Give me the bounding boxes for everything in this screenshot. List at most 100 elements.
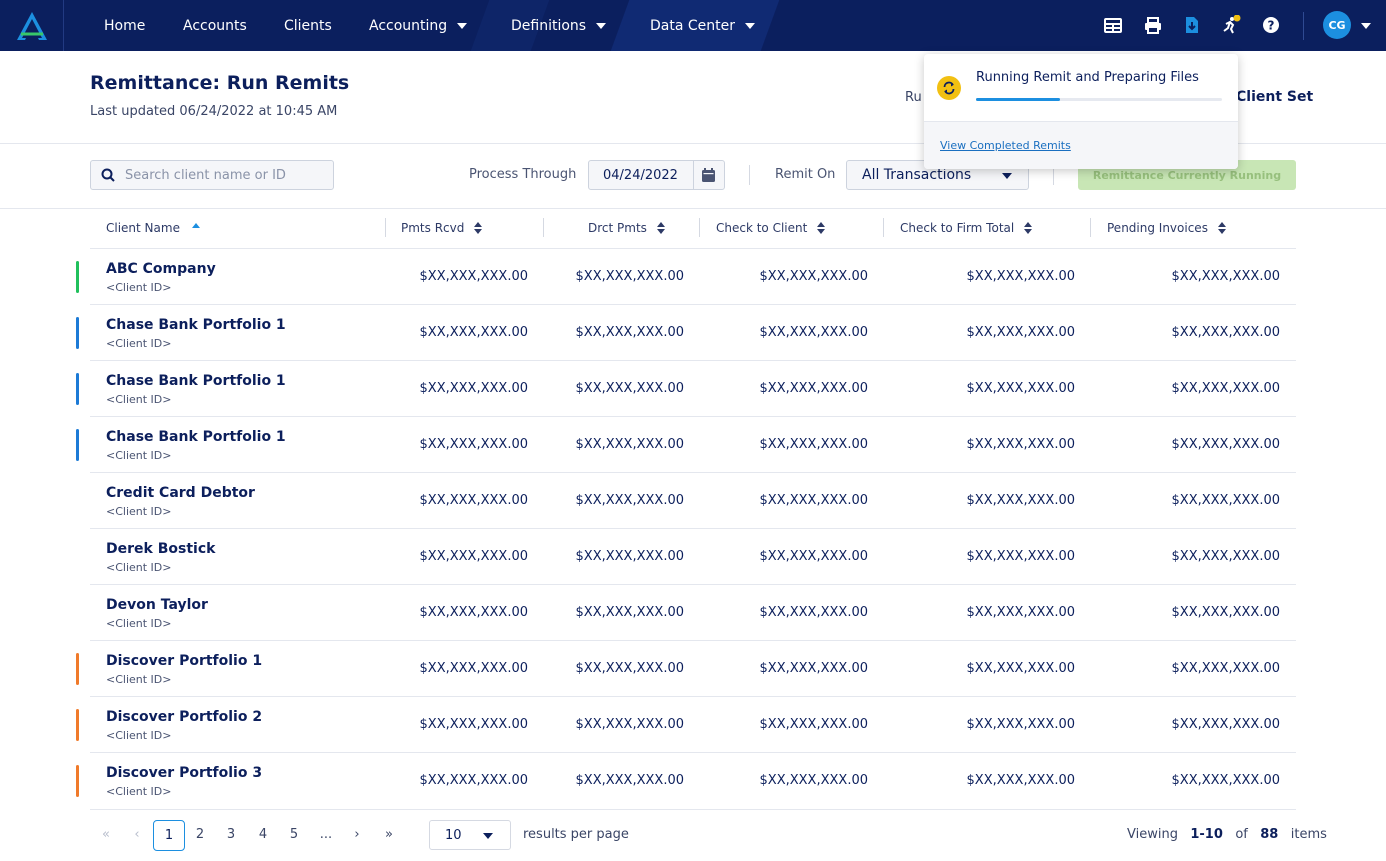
amount-cell: $XX,XXX,XXX.00 <box>1171 661 1280 676</box>
nav-separator <box>1303 12 1304 40</box>
app-logo[interactable] <box>0 0 64 51</box>
amount-cell: $XX,XXX,XXX.00 <box>966 717 1075 732</box>
table-row[interactable]: Discover Portfolio 2 <Client ID> $XX,XXX,X… <box>76 696 1296 752</box>
amount-cell: $XX,XXX,XXX.00 <box>419 661 528 676</box>
client-id: <Client ID> <box>106 617 172 630</box>
column-header-check-to-client[interactable]: Check to Client <box>716 221 826 235</box>
client-name[interactable]: Devon Taylor <box>106 597 208 613</box>
client-name[interactable]: Credit Card Debtor <box>106 485 255 501</box>
amount-cell: $XX,XXX,XXX.00 <box>759 269 868 284</box>
calendar-icon[interactable] <box>692 161 724 189</box>
nav-accounts[interactable]: Accounts <box>183 0 247 51</box>
amount-cell: $XX,XXX,XXX.00 <box>966 605 1075 620</box>
column-separator <box>543 218 544 237</box>
page-button-current[interactable]: 1 <box>153 820 185 851</box>
client-name[interactable]: Chase Bank Portfolio 1 <box>106 317 286 333</box>
table-row[interactable]: Chase Bank Portfolio 1 <Client ID> $XX,XXX… <box>76 416 1296 472</box>
page-ellipsis: ... <box>319 827 333 842</box>
table-row[interactable]: ABC Company <Client ID> $XX,XXX,XXX.00 $XX,… <box>76 248 1296 304</box>
view-completed-remits-link[interactable]: View Completed Remits <box>940 139 1071 152</box>
sort-icon <box>817 222 826 234</box>
amount-cell: $XX,XXX,XXX.00 <box>759 605 868 620</box>
amount-cell: $XX,XXX,XXX.00 <box>419 493 528 508</box>
amount-cell: $XX,XXX,XXX.00 <box>419 717 528 732</box>
amount-cell: $XX,XXX,XXX.00 <box>1171 437 1280 452</box>
nav-home[interactable]: Home <box>104 0 145 51</box>
search-input[interactable] <box>125 167 315 183</box>
row-status-indicator <box>76 317 79 349</box>
nav-home-label: Home <box>104 17 146 34</box>
process-through-value[interactable]: 04/24/2022 <box>603 167 678 183</box>
page-button[interactable]: 2 <box>195 827 205 842</box>
viewing-range: 1-10 <box>1190 827 1223 842</box>
client-id: <Client ID> <box>106 393 172 406</box>
column-header-pmts-rcvd[interactable]: Pmts Rcvd <box>401 221 483 235</box>
row-status-indicator <box>76 261 79 293</box>
amount-cell: $XX,XXX,XXX.00 <box>575 717 684 732</box>
amount-cell: $XX,XXX,XXX.00 <box>759 493 868 508</box>
client-name[interactable]: Derek Bostick <box>106 541 216 557</box>
per-page-select[interactable]: 10 <box>429 820 511 850</box>
page-button[interactable]: 3 <box>226 827 236 842</box>
table-row[interactable]: Devon Taylor <Client ID> $XX,XXX,XXX.00 $XX… <box>90 584 1296 640</box>
per-page-label: results per page <box>523 827 629 842</box>
table-row[interactable]: Discover Portfolio 1 <Client ID> $XX,XXX,X… <box>76 640 1296 696</box>
last-page-button[interactable]: » <box>385 827 393 842</box>
amount-cell: $XX,XXX,XXX.00 <box>1171 325 1280 340</box>
table-row[interactable]: Discover Portfolio 3 <Client ID> $XX,XXX,X… <box>76 752 1296 808</box>
search-field[interactable] <box>90 160 334 190</box>
client-id: <Client ID> <box>106 673 172 686</box>
column-header-client-name[interactable]: Client Name <box>106 221 200 235</box>
page-button[interactable]: 5 <box>289 827 299 842</box>
client-set-link[interactable]: Client Set <box>1236 89 1314 105</box>
process-through-date-picker[interactable]: 04/24/2022 <box>588 160 725 190</box>
amount-cell: $XX,XXX,XXX.00 <box>759 549 868 564</box>
client-name[interactable]: Chase Bank Portfolio 1 <box>106 373 286 389</box>
column-header-pending-invoices[interactable]: Pending Invoices <box>1107 221 1226 235</box>
nav-data-center[interactable]: Data Center <box>650 0 755 51</box>
nav-accounting-label: Accounting <box>369 17 448 34</box>
first-page-button[interactable]: « <box>102 827 110 842</box>
amount-cell: $XX,XXX,XXX.00 <box>419 381 528 396</box>
file-download-icon[interactable] <box>1181 14 1203 36</box>
amount-cell: $XX,XXX,XXX.00 <box>966 325 1075 340</box>
amount-cell: $XX,XXX,XXX.00 <box>419 605 528 620</box>
chevron-down-icon <box>596 22 607 29</box>
client-id: <Client ID> <box>106 281 172 294</box>
popup-header: Running Remit and Preparing Files <box>924 54 1238 122</box>
client-name[interactable]: Discover Portfolio 3 <box>106 765 263 781</box>
filter-separator <box>749 165 750 185</box>
prev-page-button[interactable]: ‹ <box>134 827 140 842</box>
table-row[interactable]: Credit Card Debtor <Client ID> $XX,XXX,XXX… <box>90 472 1296 528</box>
column-header-drct-pmts[interactable]: Drct Pmts <box>588 221 665 235</box>
runner-icon[interactable] <box>1220 14 1242 36</box>
viewing-prefix: Viewing <box>1127 827 1178 842</box>
sort-icon <box>474 222 483 234</box>
client-name[interactable]: Chase Bank Portfolio 1 <box>106 429 286 445</box>
client-name[interactable]: Discover Portfolio 2 <box>106 709 263 725</box>
chevron-down-icon[interactable] <box>1361 23 1371 29</box>
nav-definitions[interactable]: Definitions <box>511 0 607 51</box>
table-row[interactable]: Chase Bank Portfolio 1 <Client ID> $XX,XXX… <box>76 360 1296 416</box>
column-header-label: Check to Firm Total <box>900 221 1015 235</box>
sort-icon <box>1217 222 1226 234</box>
process-through-label: Process Through <box>469 167 577 182</box>
nav-accounts-label: Accounts <box>183 17 247 34</box>
grid-icon[interactable] <box>1102 14 1124 36</box>
page-button[interactable]: 4 <box>258 827 268 842</box>
avatar[interactable]: CG <box>1323 11 1351 39</box>
amount-cell: $XX,XXX,XXX.00 <box>759 773 868 788</box>
column-header-check-to-firm-total[interactable]: Check to Firm Total <box>900 221 1033 235</box>
client-name[interactable]: ABC Company <box>106 261 216 277</box>
nav-clients[interactable]: Clients <box>284 0 332 51</box>
nav-definitions-label: Definitions <box>511 17 587 34</box>
nav-accounting[interactable]: Accounting <box>369 0 468 51</box>
client-name[interactable]: Discover Portfolio 1 <box>106 653 263 669</box>
remit-on-value: All Transactions <box>862 167 972 183</box>
amount-cell: $XX,XXX,XXX.00 <box>759 325 868 340</box>
table-row[interactable]: Derek Bostick <Client ID> $XX,XXX,XXX.00 $X… <box>90 528 1296 584</box>
table-row[interactable]: Chase Bank Portfolio 1 <Client ID> $XX,XXX… <box>76 304 1296 360</box>
help-icon[interactable]: ? <box>1260 14 1282 36</box>
print-icon[interactable] <box>1142 14 1164 36</box>
next-page-button[interactable]: › <box>354 827 360 842</box>
